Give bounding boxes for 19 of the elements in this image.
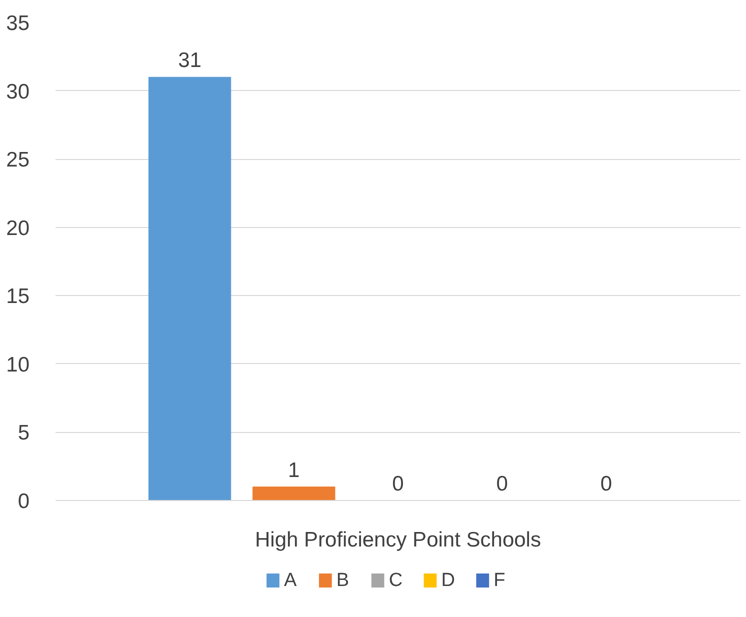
y-tick-label: 0 xyxy=(18,490,30,513)
legend-label: A xyxy=(284,570,298,591)
y-tick-label: 20 xyxy=(6,216,30,240)
y-tick-label: 25 xyxy=(6,148,30,172)
y-tick-label: 30 xyxy=(6,80,30,104)
legend-label: B xyxy=(336,570,350,591)
y-tick-label: 5 xyxy=(18,422,30,445)
x-tick-label: High Proficiency Point Schools xyxy=(255,528,541,552)
legend-label: D xyxy=(441,570,455,591)
y-tick-label: 35 xyxy=(6,12,30,35)
data-label: 0 xyxy=(600,472,612,496)
y-tick-label: 10 xyxy=(6,353,30,376)
data-label: 31 xyxy=(178,49,202,72)
data-label: 0 xyxy=(392,472,404,496)
data-label: 1 xyxy=(288,458,300,482)
legend-label: F xyxy=(494,570,506,591)
legend-label: C xyxy=(388,570,403,591)
data-label: 0 xyxy=(496,472,508,496)
y-tick-label: 15 xyxy=(6,285,30,308)
